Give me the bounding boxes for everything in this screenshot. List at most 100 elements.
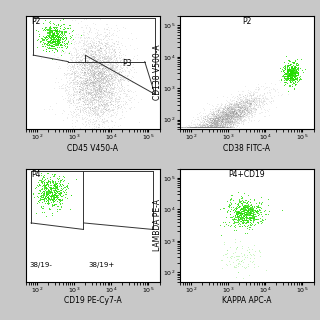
Point	[103, 82, 108, 87]
Point	[113, 104, 118, 109]
Point	[245, 207, 251, 212]
Point	[44, 183, 49, 188]
Point	[114, 96, 119, 101]
Point	[108, 98, 114, 103]
Point	[81, 67, 86, 72]
Point	[290, 74, 295, 79]
Point	[111, 74, 116, 79]
Point	[98, 67, 103, 72]
Point	[231, 100, 236, 105]
Point	[127, 98, 132, 103]
Point	[61, 117, 66, 123]
Point	[101, 76, 106, 81]
Point	[247, 205, 252, 211]
Point	[75, 84, 80, 89]
Point	[288, 69, 293, 74]
Point	[47, 198, 52, 203]
Point	[98, 54, 103, 60]
Point	[180, 124, 185, 129]
Point	[116, 102, 121, 108]
Point	[223, 108, 228, 113]
Point	[211, 124, 216, 129]
Point	[110, 73, 116, 78]
Point	[194, 124, 199, 129]
Point	[73, 92, 78, 97]
Point	[94, 32, 99, 37]
Point	[215, 124, 220, 129]
Point	[88, 90, 93, 95]
Point	[208, 117, 213, 123]
Point	[92, 86, 98, 91]
Point	[200, 124, 205, 129]
Point	[228, 121, 234, 126]
Point	[68, 52, 74, 58]
Point	[212, 117, 218, 123]
Point	[214, 112, 219, 117]
Point	[199, 124, 204, 129]
Point	[234, 97, 239, 102]
Point	[80, 83, 85, 88]
Point	[225, 114, 230, 119]
Point	[228, 104, 233, 109]
Point	[244, 110, 249, 116]
Point	[229, 102, 234, 107]
Point	[247, 212, 252, 218]
Point	[89, 73, 94, 78]
Point	[228, 116, 233, 122]
Point	[48, 42, 53, 47]
Point	[71, 125, 76, 130]
Point	[237, 213, 242, 218]
Point	[222, 118, 228, 124]
Point	[89, 89, 94, 94]
Point	[247, 111, 252, 116]
Point	[73, 65, 78, 70]
Point	[95, 78, 100, 83]
Point	[39, 37, 44, 42]
Point	[68, 64, 73, 69]
Point	[214, 124, 220, 129]
Point	[208, 116, 213, 121]
Point	[220, 110, 225, 115]
Point	[56, 37, 61, 42]
Point	[233, 113, 238, 118]
Point	[223, 110, 228, 116]
Point	[206, 118, 211, 123]
Point	[251, 95, 256, 100]
Point	[76, 110, 81, 115]
Point	[41, 179, 46, 184]
Point	[51, 191, 56, 196]
Point	[101, 90, 106, 95]
Point	[107, 67, 112, 72]
Point	[89, 48, 94, 53]
Point	[73, 73, 78, 78]
Point	[187, 124, 192, 129]
Point	[251, 255, 256, 260]
Point	[290, 68, 295, 74]
Point	[292, 80, 297, 85]
Point	[223, 115, 228, 120]
Point	[230, 110, 236, 116]
Point	[99, 107, 104, 112]
Point	[69, 71, 74, 76]
Point	[231, 118, 236, 124]
Point	[108, 44, 113, 49]
Point	[204, 124, 209, 129]
Point	[101, 59, 106, 64]
Point	[250, 105, 255, 110]
Point	[260, 95, 265, 100]
Point	[118, 85, 123, 90]
Point	[91, 60, 96, 66]
Point	[85, 44, 91, 49]
Point	[100, 106, 106, 111]
Point	[92, 84, 98, 89]
Point	[84, 46, 89, 52]
Point	[285, 73, 290, 78]
Point	[232, 116, 237, 121]
Point	[98, 80, 103, 85]
Point	[61, 30, 67, 35]
Point	[99, 86, 104, 92]
Point	[50, 189, 55, 194]
Point	[61, 39, 66, 44]
Point	[100, 99, 105, 104]
Point	[99, 68, 104, 74]
